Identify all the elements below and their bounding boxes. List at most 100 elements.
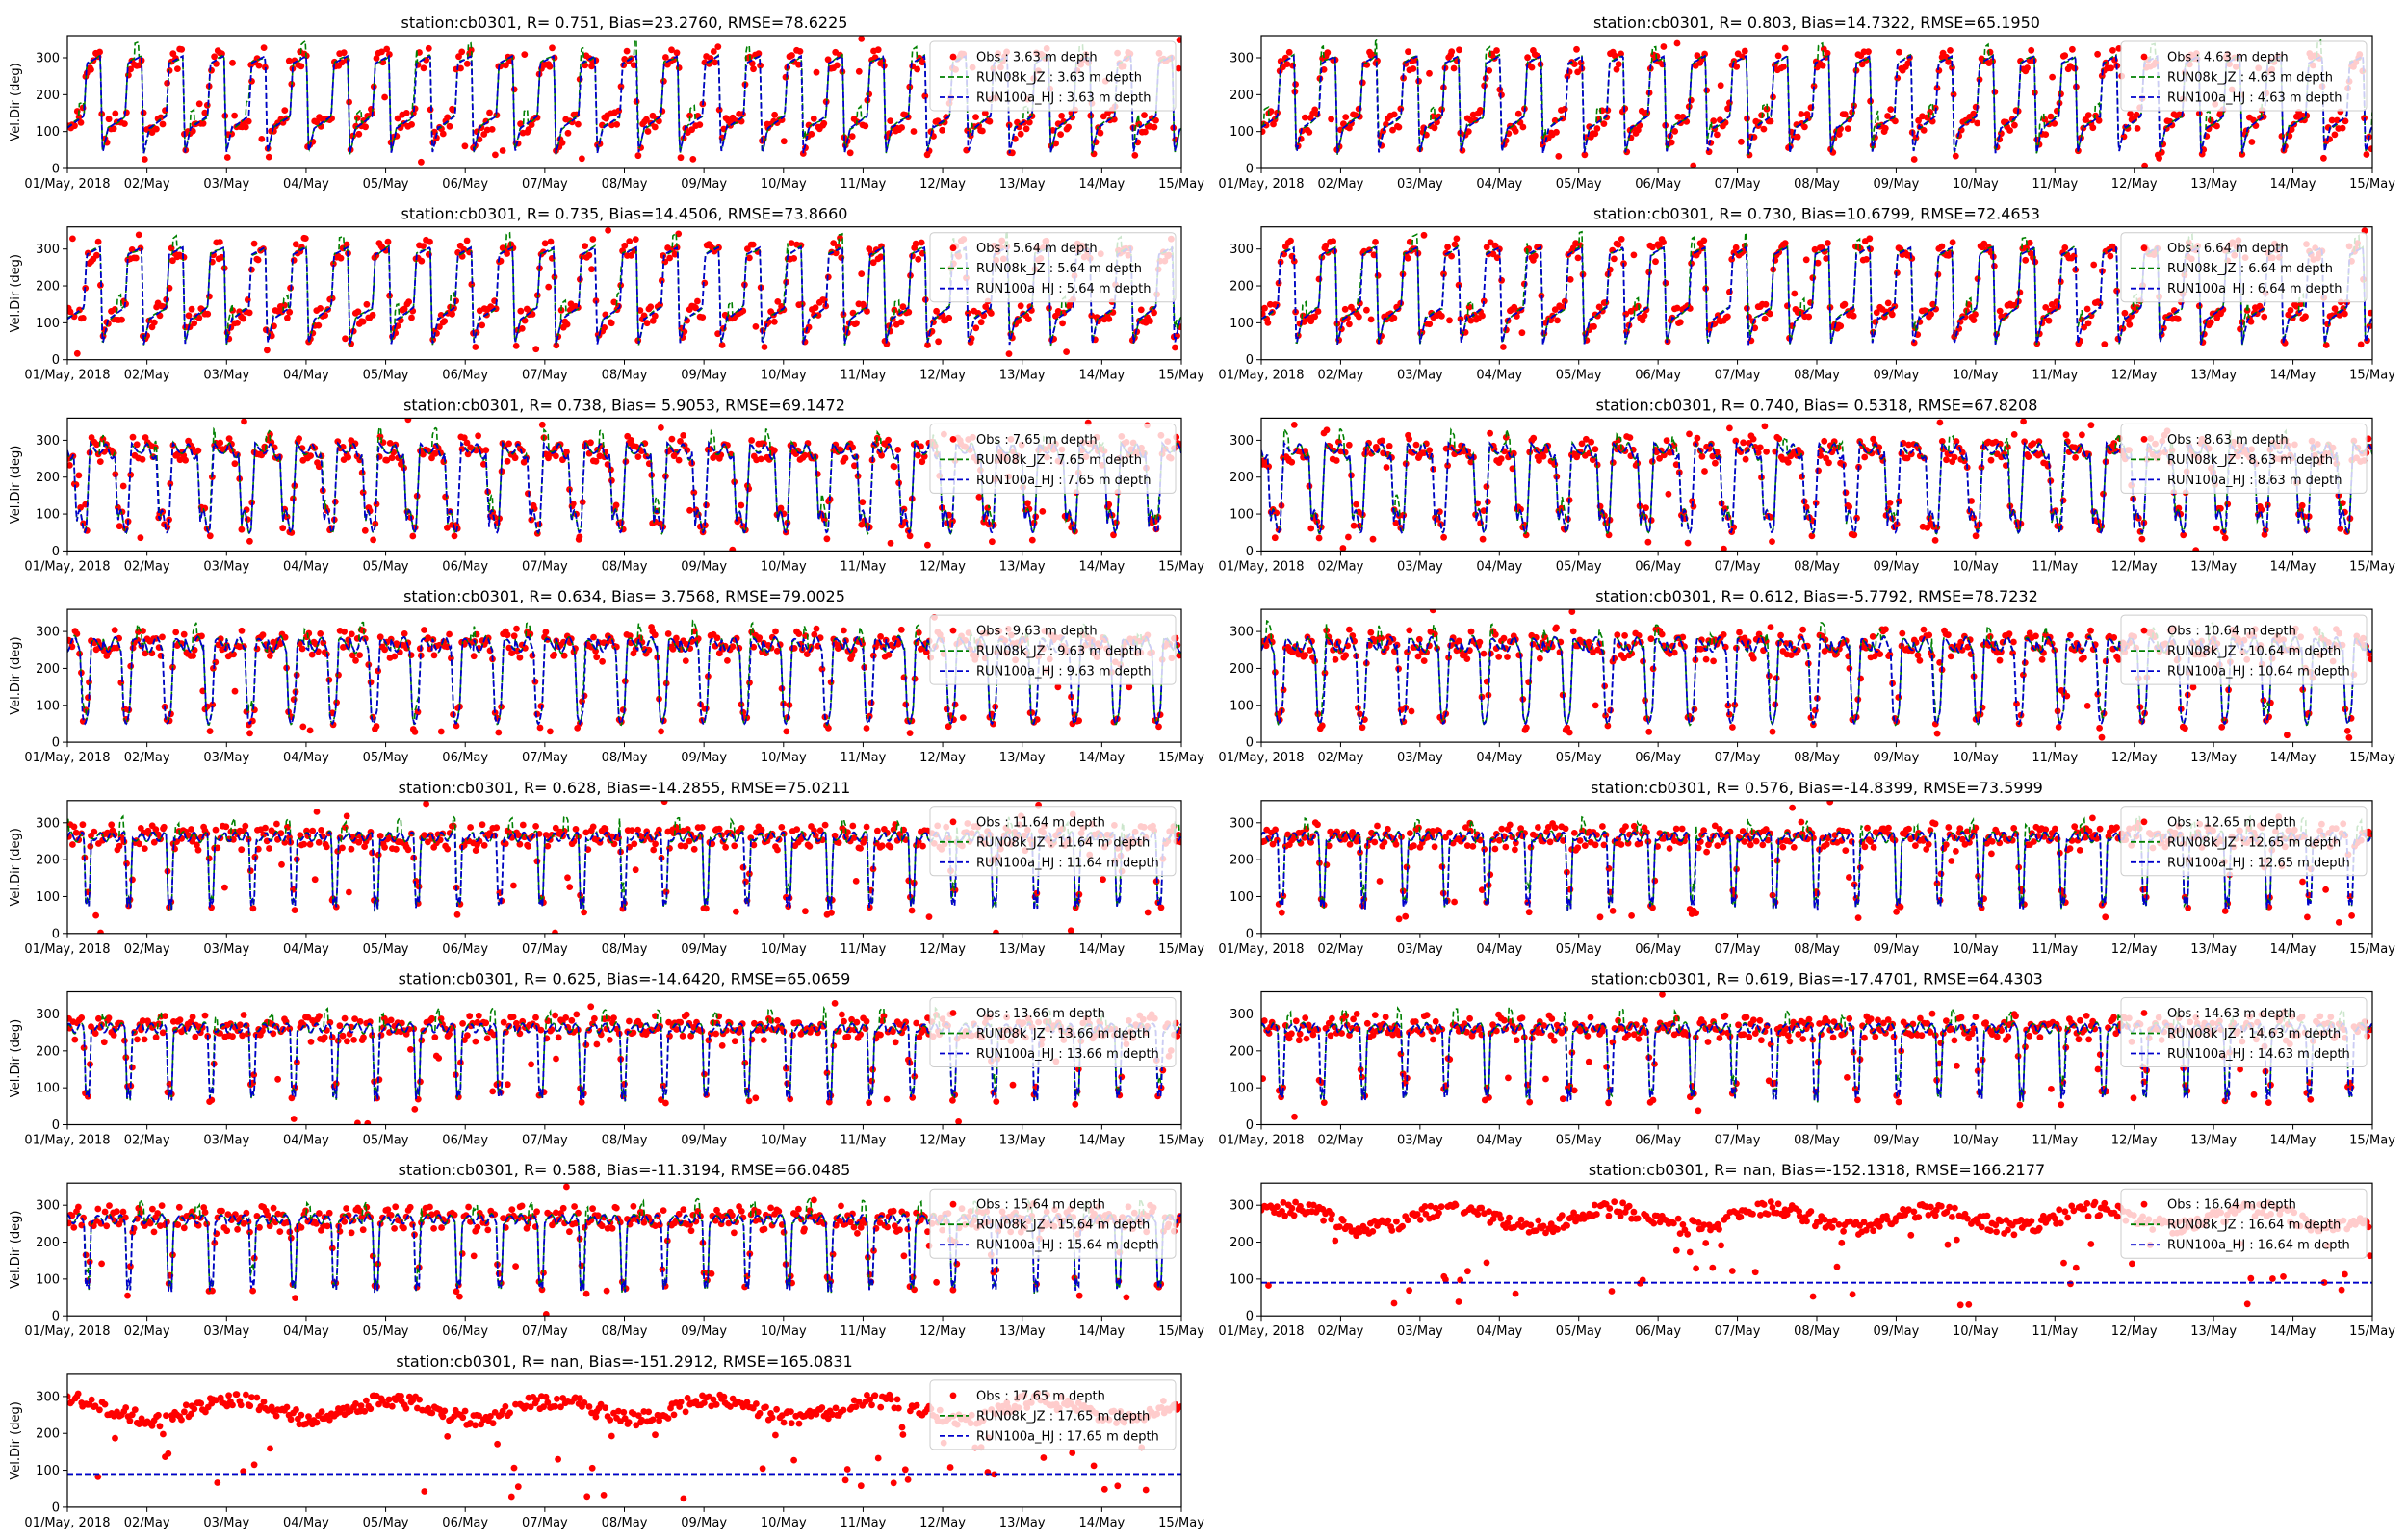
obs-point xyxy=(563,449,570,455)
obs-point xyxy=(1775,435,1783,443)
y-tick-label: 200 xyxy=(36,89,60,103)
x-tick-label: 12/May xyxy=(919,369,966,383)
obs-point xyxy=(2006,127,2014,134)
obs-point xyxy=(1769,538,1775,545)
obs-point xyxy=(1591,322,1597,330)
obs-point xyxy=(821,821,829,829)
obs-point xyxy=(1602,299,1610,306)
obs-point xyxy=(1702,655,1710,663)
obs-point xyxy=(363,300,371,308)
obs-point xyxy=(715,106,723,114)
obs-point xyxy=(1947,47,1954,54)
obs-point xyxy=(1884,299,1892,307)
obs-point xyxy=(1766,310,1773,318)
obs-point xyxy=(945,314,953,321)
subplot-title: station:cb0301, R= 0.735, Bias=14.4506, … xyxy=(401,205,848,223)
obs-point xyxy=(1017,302,1024,310)
obs-point xyxy=(160,823,168,831)
x-tick-label: 14/May xyxy=(1078,177,1125,192)
obs-point xyxy=(1728,256,1736,263)
obs-point xyxy=(671,250,679,258)
obs-point xyxy=(541,240,549,247)
obs-point xyxy=(802,908,809,915)
obs-point xyxy=(1762,300,1770,308)
obs-point xyxy=(1380,128,1386,135)
obs-point xyxy=(1892,117,1899,125)
obs-point xyxy=(631,840,638,848)
obs-point xyxy=(1726,424,1733,432)
obs-point xyxy=(1049,127,1056,134)
x-tick-label: 15/May xyxy=(1158,751,1204,765)
obs-point xyxy=(70,313,78,321)
obs-point xyxy=(1671,128,1679,135)
obs-point xyxy=(1593,125,1601,132)
obs-point xyxy=(384,238,392,245)
obs-point xyxy=(972,324,980,332)
x-tick-label: 09/May xyxy=(681,369,727,383)
obs-point xyxy=(223,154,231,161)
obs-point xyxy=(242,123,249,131)
x-tick-label: 11/May xyxy=(2032,559,2078,574)
obs-point xyxy=(605,227,611,234)
obs-point xyxy=(658,728,664,735)
x-tick-label: 01/May, 2018 xyxy=(1218,369,1304,383)
x-tick-label: 06/May xyxy=(1635,177,1681,192)
y-tick-label: 300 xyxy=(1229,626,1254,640)
obs-point xyxy=(1514,110,1522,117)
obs-point xyxy=(128,246,136,253)
obs-point xyxy=(878,451,885,459)
obs-point xyxy=(2284,732,2291,739)
obs-point xyxy=(67,308,74,316)
subplot-title: station:cb0301, R= 0.612, Bias=-5.7792, … xyxy=(1595,587,2038,605)
obs-point xyxy=(284,314,291,321)
obs-point xyxy=(1947,653,1954,660)
obs-point xyxy=(1385,443,1393,449)
obs-point xyxy=(694,297,701,305)
obs-point xyxy=(470,653,478,660)
obs-point xyxy=(1306,129,1313,136)
obs-point xyxy=(1302,652,1308,658)
obs-point xyxy=(1025,316,1032,322)
legend-obs-marker xyxy=(2140,244,2148,252)
obs-point xyxy=(1858,61,1866,68)
obs-point xyxy=(2101,341,2109,347)
x-tick-label: 05/May xyxy=(363,177,409,192)
obs-point xyxy=(575,120,582,128)
obs-point xyxy=(1561,105,1568,113)
obs-point xyxy=(689,156,697,163)
obs-point xyxy=(1780,64,1787,70)
obs-point xyxy=(1882,626,1889,633)
x-tick-label: 07/May xyxy=(522,559,568,574)
obs-point xyxy=(1341,305,1349,313)
obs-point xyxy=(418,257,426,265)
obs-point xyxy=(908,907,916,914)
obs-point xyxy=(713,634,721,642)
obs-point xyxy=(686,837,693,845)
obs-point xyxy=(863,725,870,732)
obs-point xyxy=(643,320,651,327)
obs-point xyxy=(348,845,355,853)
obs-point xyxy=(634,826,641,834)
obs-point xyxy=(238,627,246,634)
obs-point xyxy=(572,826,580,833)
obs-point xyxy=(1404,649,1411,655)
obs-point xyxy=(592,457,600,465)
obs-point xyxy=(411,729,419,735)
obs-point xyxy=(1802,256,1810,264)
obs-point xyxy=(93,251,100,259)
obs-point xyxy=(2141,162,2148,168)
obs-point xyxy=(825,725,832,732)
obs-point xyxy=(159,120,167,128)
y-tick-label: 300 xyxy=(36,243,60,257)
obs-point xyxy=(234,320,241,326)
obs-point xyxy=(108,821,116,829)
obs-point xyxy=(212,658,220,666)
obs-point xyxy=(2045,317,2053,324)
obs-point xyxy=(789,52,795,59)
obs-point xyxy=(1760,125,1768,133)
obs-point xyxy=(841,627,847,634)
